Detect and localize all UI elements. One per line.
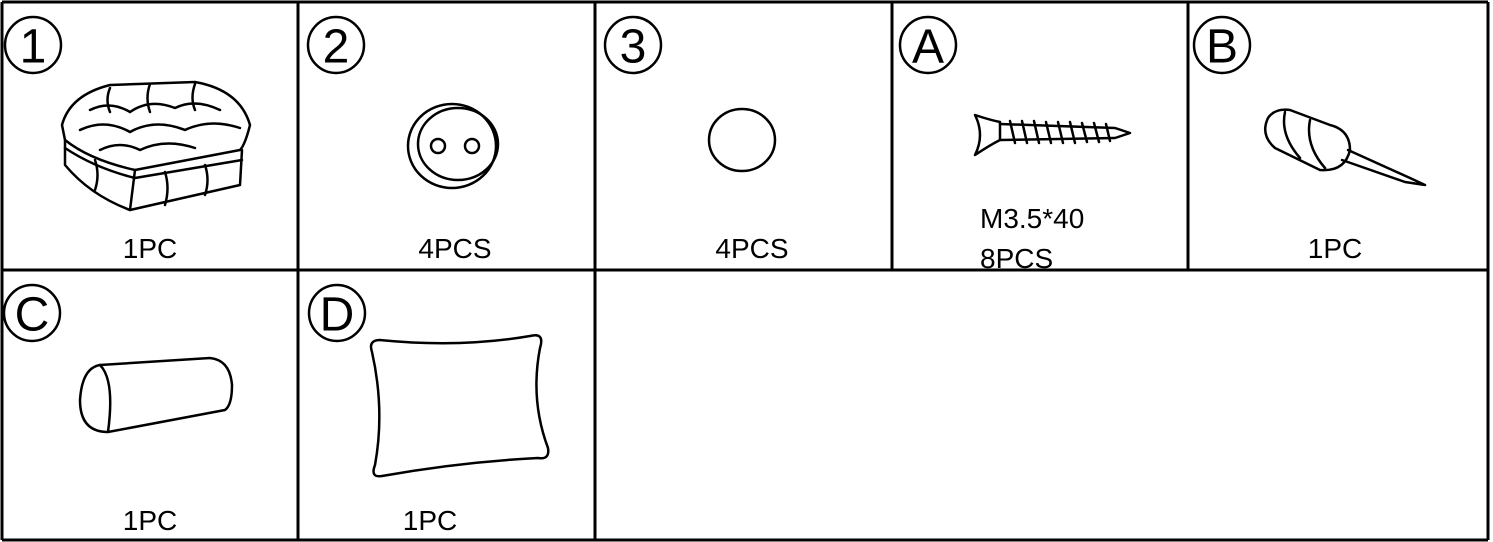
part-qty: 1PC <box>403 505 457 536</box>
label-badges-part <box>898 15 958 75</box>
part-id: B <box>1206 21 1238 74</box>
ottoman-illustration-part <box>128 168 137 212</box>
screw-illustration-part <box>998 122 1132 142</box>
part-id: D <box>320 289 355 342</box>
pad-illustration <box>707 107 777 173</box>
pillow-illustration <box>369 334 550 478</box>
label-badges: 1 2 3 A B C D <box>2 15 1252 343</box>
part-qty: 8PCS <box>980 243 1053 274</box>
part-id: 1 <box>20 21 47 74</box>
part-spec: M3.5*40 <box>980 203 1084 234</box>
button-illustration <box>406 102 500 190</box>
screwdriver-illustration <box>1263 108 1427 187</box>
screw-illustration-part <box>1008 119 1112 145</box>
part-id: A <box>912 21 944 74</box>
part-qty: 1PC <box>1308 233 1362 264</box>
button-illustration-part <box>429 137 447 155</box>
part-id: 2 <box>323 21 350 74</box>
ottoman-illustration-part <box>60 80 252 172</box>
part-id: 3 <box>620 21 647 74</box>
part-qty: 1PC <box>123 233 177 264</box>
ottoman-illustration-part <box>78 122 242 134</box>
ottoman-illustration-part <box>106 82 197 114</box>
ottoman-illustration-part <box>93 158 209 207</box>
ottoman-illustration-part <box>98 142 197 152</box>
part-id: C <box>15 289 50 342</box>
part-qty: 4PCS <box>715 233 788 264</box>
bolster-illustration-part <box>78 356 234 434</box>
screwdriver-illustration-part <box>1340 148 1427 187</box>
button-illustration-part <box>463 137 481 155</box>
bolster-illustration <box>78 356 234 434</box>
screw-illustration-part <box>973 113 1002 157</box>
label-badges-part <box>3 15 63 75</box>
label-badges-part <box>1192 15 1252 75</box>
ottoman-illustration <box>60 80 252 212</box>
screw-illustration <box>973 113 1132 157</box>
label-badges-part <box>603 15 663 75</box>
button-illustration-part <box>416 106 500 182</box>
label-badges-part <box>307 283 367 343</box>
screwdriver-illustration-part <box>1282 110 1327 170</box>
ottoman-illustration-part <box>88 102 222 114</box>
part-qty: 1PC <box>123 505 177 536</box>
label-badges-part <box>306 15 366 75</box>
part-qty: 4PCS <box>418 233 491 264</box>
button-illustration-part <box>406 102 498 190</box>
pillow-illustration-part <box>369 334 550 478</box>
label-badges-part <box>2 283 62 343</box>
bolster-illustration-part <box>98 363 112 434</box>
